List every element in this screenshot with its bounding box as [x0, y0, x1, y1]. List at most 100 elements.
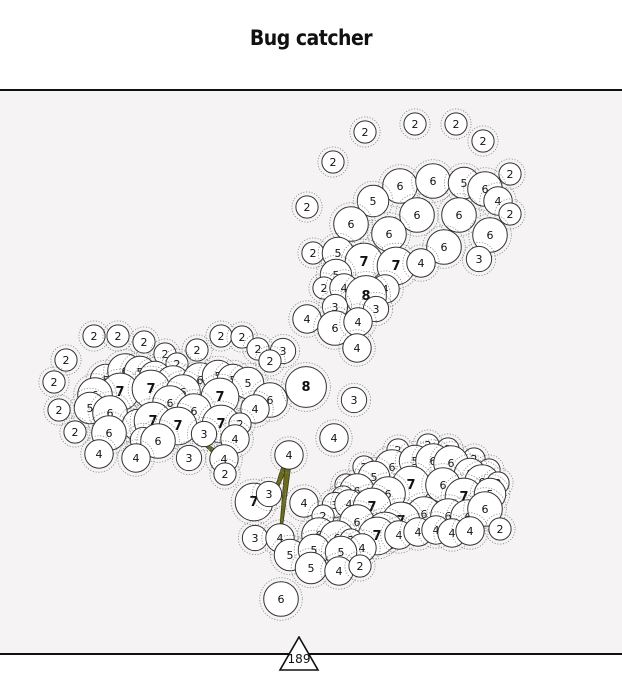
bug-node-value: 7	[148, 414, 157, 429]
bug-node[interactable]: 2	[467, 125, 499, 157]
bug-node[interactable]: 2	[226, 321, 258, 353]
bug-node-value: 2	[222, 468, 229, 481]
bug-node-value: 5	[412, 455, 419, 468]
bug-node-value: 4	[221, 453, 228, 466]
bug-node-value: 6	[421, 508, 428, 521]
bug-node-value: 4	[286, 449, 293, 462]
bug-node-value: 5	[370, 195, 377, 208]
bug-node-value: 2	[310, 247, 317, 260]
bug-node-value: 2	[412, 118, 419, 131]
bug-node-value: 4	[232, 433, 239, 446]
bug-node[interactable]: 5	[352, 180, 394, 222]
bug-node[interactable]: 2	[484, 513, 516, 545]
bug-node[interactable]: 3	[186, 416, 222, 452]
bug-node[interactable]: 2	[102, 320, 134, 352]
bug-node-value: 2	[218, 330, 225, 343]
bug-node-value: 2	[267, 355, 274, 368]
bug-node[interactable]: 4	[451, 512, 489, 550]
bug-node-value: 4	[495, 195, 502, 208]
bug-node-value: 6	[440, 479, 447, 492]
bug-node-value: 4	[433, 524, 440, 537]
bug-node-value: 6	[385, 488, 392, 501]
bug-node-value: 7	[216, 417, 225, 432]
bug-node[interactable]: 6	[463, 487, 507, 531]
bug-node[interactable]: 2	[50, 344, 82, 376]
bug-node[interactable]: 4	[117, 439, 155, 477]
bug-node-value: 7	[249, 495, 258, 510]
bug-node[interactable]: 8	[281, 362, 331, 412]
bug-node-value: 6	[456, 209, 463, 222]
bug-node[interactable]: 6	[395, 193, 439, 237]
bug-node[interactable]: 6	[422, 225, 466, 269]
bug-node[interactable]: 6	[468, 213, 512, 257]
bug-node-value: 2	[115, 330, 122, 343]
bug-node-value: 6	[155, 435, 162, 448]
bug-node-value: 2	[239, 331, 246, 344]
bug-node[interactable]: 2	[254, 345, 286, 377]
bug-node-value: 6	[448, 457, 455, 470]
bug-node-value: 3	[252, 532, 259, 545]
bug-node-value: 3	[186, 452, 193, 465]
bug-node[interactable]: 2	[59, 416, 91, 448]
bug-node-value: 6	[482, 503, 489, 516]
bug-node[interactable]: 3	[171, 440, 207, 476]
bug-node[interactable]: 4	[315, 419, 353, 457]
bug-node-value: 6	[414, 209, 421, 222]
bug-node[interactable]: 2	[43, 394, 75, 426]
bug-node[interactable]: 3	[461, 241, 497, 277]
bug-node-value: 6	[107, 407, 114, 420]
bug-node[interactable]: 4	[80, 435, 118, 473]
bug-node-value: 5	[333, 269, 340, 282]
bug-node[interactable]: 6	[136, 419, 180, 463]
score-indicator: 189	[278, 636, 320, 672]
bug-node[interactable]: 2	[78, 320, 110, 352]
bug-node[interactable]: 2	[399, 108, 431, 140]
bug-node-value: 6	[191, 405, 198, 418]
bug-node-value: 4	[304, 313, 311, 326]
bug-node[interactable]: 6	[437, 193, 481, 237]
bug-node-value: 8	[361, 289, 370, 304]
bug-node-value: 3	[280, 345, 287, 358]
bug-node[interactable]: 2	[349, 116, 381, 148]
bug-node-value: 2	[194, 344, 201, 357]
bug-node-value: 6	[482, 183, 489, 196]
bug-node-value: 2	[321, 282, 328, 295]
bug-node-value: 5	[338, 546, 345, 559]
bug-node[interactable]: 4	[285, 484, 323, 522]
header-bar: Bug catcher	[0, 0, 622, 91]
bug-node[interactable]: 6	[259, 577, 303, 621]
bug-node-value: 6	[354, 516, 361, 529]
game-board[interactable]: 2222222665642566666632577454248334644222…	[0, 91, 622, 653]
bug-node[interactable]: 2	[344, 550, 376, 582]
bug-node[interactable]: 2	[440, 108, 472, 140]
bug-node[interactable]: 4	[270, 436, 308, 474]
bug-node-value: 4	[331, 432, 338, 445]
bug-node-value: 5	[287, 549, 294, 562]
bug-node-value: 2	[507, 168, 514, 181]
bug-node-value: 2	[357, 560, 364, 573]
bug-node[interactable]: 4	[402, 244, 440, 282]
bug-node[interactable]: 4	[338, 329, 376, 367]
bug-node-value: 4	[277, 532, 284, 545]
bug-node-value: 6	[332, 322, 339, 335]
bug-node-value: 5	[308, 562, 315, 575]
bug-node[interactable]: 2	[291, 191, 323, 223]
bug-node[interactable]: 3	[336, 382, 372, 418]
bug-node[interactable]: 2	[209, 458, 241, 490]
bug-node[interactable]: 2	[317, 146, 349, 178]
bug-node-value: 2	[72, 426, 79, 439]
bug-node-value: 3	[351, 394, 358, 407]
bug-node-value: 7	[359, 255, 368, 270]
bug-node-value: 6	[487, 229, 494, 242]
bug-node-value: 4	[355, 316, 362, 329]
bug-node[interactable]: 2	[128, 326, 160, 358]
bug-node-value: 6	[106, 427, 113, 440]
bug-node[interactable]: 2	[181, 334, 213, 366]
bug-node[interactable]: 2	[38, 366, 70, 398]
bug-node-value: 4	[133, 452, 140, 465]
score-value: 189	[287, 652, 311, 666]
bug-node[interactable]: 6	[329, 202, 373, 246]
bug-node-value: 8	[301, 380, 310, 395]
bug-node[interactable]: 3	[251, 476, 287, 512]
